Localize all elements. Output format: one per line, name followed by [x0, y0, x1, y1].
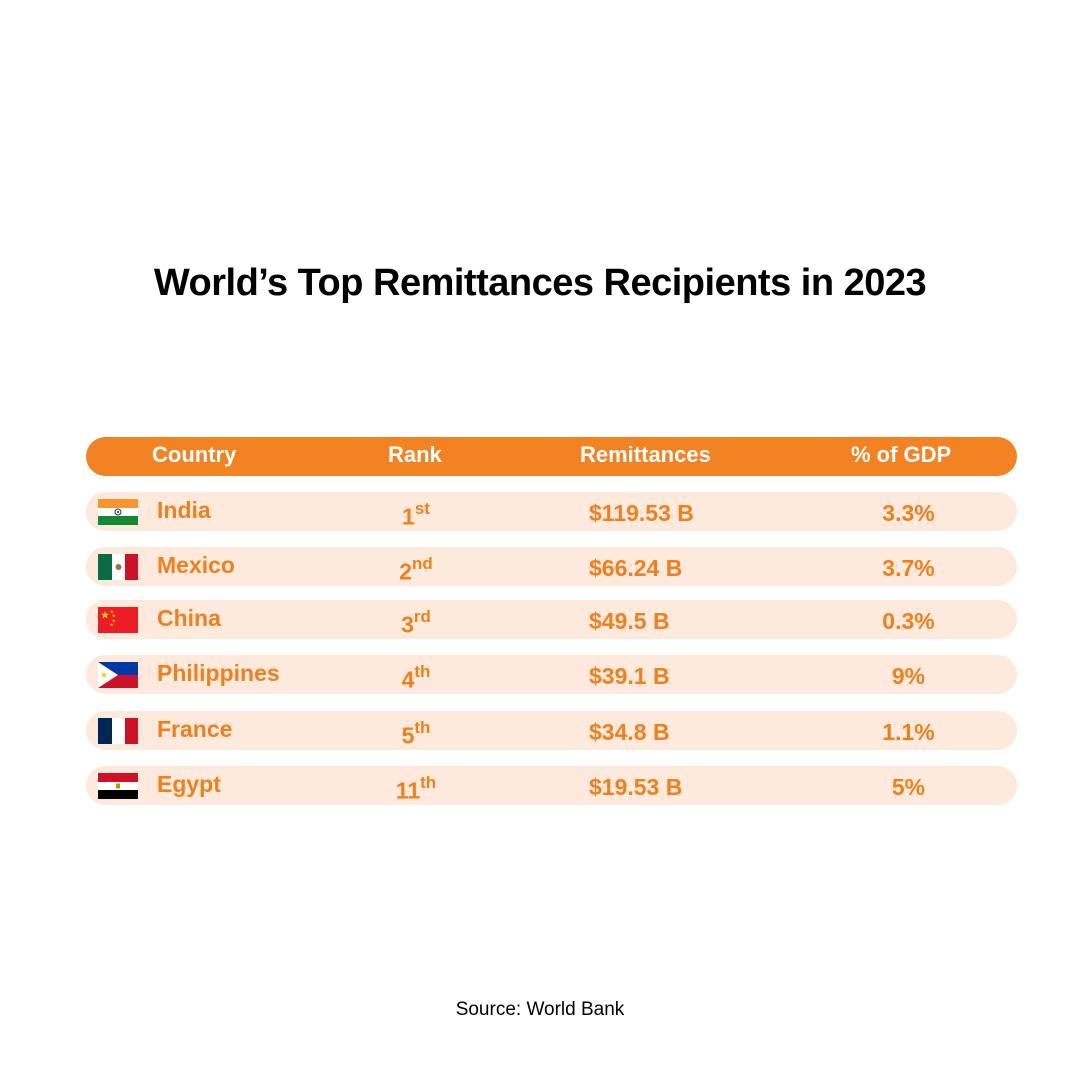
header-gdp: % of GDP [851, 442, 952, 467]
france-flag-icon [98, 718, 138, 744]
remittances-value: $66.24 B [589, 555, 683, 581]
egypt-flag-icon [98, 773, 142, 799]
rank-number: 4 [401, 666, 415, 693]
table-row: India 1st $119.53 B 3.3% [86, 492, 1017, 531]
philippines-flag-icon [98, 662, 138, 688]
page-title: World’s Top Remittances Recipients in 20… [153, 262, 927, 304]
source-note: Source: World Bank [455, 999, 625, 1020]
country-name: Mexico [157, 552, 235, 578]
rank: 4th [346, 662, 486, 694]
header-remittances: Remittances [580, 442, 711, 467]
rank-suffix: nd [412, 554, 433, 573]
svg-text:★: ★ [110, 609, 114, 614]
rank-suffix: rd [413, 607, 431, 626]
table-header: Country Rank Remittances % of GDP [86, 437, 1017, 476]
table-row: France 5th $34.8 B 1.1% [86, 711, 1017, 750]
rank-suffix: th [414, 718, 431, 737]
remittances-value: $49.5 B [589, 608, 670, 634]
country-name: China [157, 605, 221, 631]
remittances-value: $34.8 B [589, 719, 670, 745]
rank: 1st [346, 499, 486, 531]
rank-number: 2 [399, 558, 412, 585]
gdp-percent: 1.1% [882, 719, 935, 745]
gdp-percent: 3.3% [882, 500, 935, 526]
country-name: India [157, 497, 211, 523]
rank-number: 1 [402, 503, 415, 530]
table-row: Mexico 2nd $66.24 B 3.7% [86, 547, 1017, 586]
rank-number: 5 [401, 722, 415, 749]
rank-number: 3 [401, 611, 414, 638]
header-rank: Rank [388, 442, 442, 467]
table-row: Egypt 11th $19.53 B 5% [86, 766, 1017, 805]
gdp-percent: 0.3% [882, 608, 935, 634]
svg-text:★: ★ [110, 622, 114, 627]
rank: 11th [346, 773, 486, 805]
rank: 3rd [346, 607, 486, 639]
country-name: Egypt [157, 771, 221, 797]
country-name: Philippines [157, 660, 280, 686]
rank-suffix: th [414, 662, 431, 681]
svg-text:★: ★ [112, 618, 116, 623]
rank-suffix: st [414, 499, 430, 518]
rank: 5th [346, 718, 486, 750]
gdp-percent: 9% [891, 663, 926, 689]
rank: 2nd [346, 554, 486, 586]
remittances-value: $39.1 B [589, 663, 670, 689]
remittances-value: $119.53 B [589, 500, 694, 526]
rank-suffix: th [420, 773, 437, 792]
remittances-value: $19.53 B [589, 774, 683, 800]
gdp-percent: 5% [891, 774, 926, 800]
svg-text:★: ★ [112, 613, 116, 618]
mexico-flag-icon [98, 554, 138, 580]
table-row: ★ ★ ★ ★ ★ China 3rd $49.5 B 0.3% [86, 600, 1017, 639]
svg-text:★: ★ [101, 610, 110, 620]
header-country: Country [152, 442, 237, 467]
india-flag-icon [98, 499, 138, 525]
rank-number: 11 [395, 777, 421, 804]
country-name: France [157, 716, 233, 742]
gdp-percent: 3.7% [882, 555, 935, 581]
table-row: Philippines 4th $39.1 B 9% [86, 655, 1017, 694]
china-flag-icon: ★ ★ ★ ★ ★ [98, 607, 138, 633]
